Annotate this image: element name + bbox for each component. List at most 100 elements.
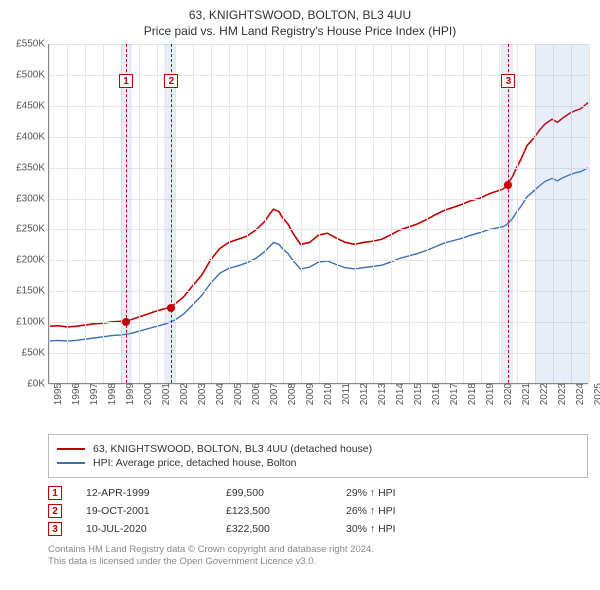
y-tick-label: £100K bbox=[16, 317, 49, 328]
sales-row: 2 19-OCT-2001£123,50026% ↑ HPI bbox=[48, 504, 588, 518]
sales-delta: 29% ↑ HPI bbox=[346, 487, 466, 499]
gridline-v bbox=[355, 44, 356, 383]
y-tick-label: £350K bbox=[16, 162, 49, 173]
gridline-v bbox=[193, 44, 194, 383]
gridline-v bbox=[103, 44, 104, 383]
x-tick-label: 2002 bbox=[175, 383, 190, 405]
sales-row-marker: 1 bbox=[48, 486, 62, 500]
x-tick-label: 2017 bbox=[445, 383, 460, 405]
x-tick-label: 2020 bbox=[499, 383, 514, 405]
gridline-v bbox=[373, 44, 374, 383]
sales-date: 19-OCT-2001 bbox=[86, 505, 226, 517]
x-tick-label: 2009 bbox=[301, 383, 316, 405]
y-tick-label: £500K bbox=[16, 69, 49, 80]
x-tick-label: 1999 bbox=[121, 383, 136, 405]
gridline-v bbox=[157, 44, 158, 383]
x-tick-label: 2015 bbox=[409, 383, 424, 405]
legend-label: 63, KNIGHTSWOOD, BOLTON, BL3 4UU (detach… bbox=[93, 443, 372, 455]
gridline-v bbox=[265, 44, 266, 383]
shaded-band bbox=[164, 44, 175, 383]
sales-price: £322,500 bbox=[226, 523, 346, 535]
x-tick-label: 2012 bbox=[355, 383, 370, 405]
gridline-v bbox=[67, 44, 68, 383]
sales-date: 10-JUL-2020 bbox=[86, 523, 226, 535]
x-tick-label: 2016 bbox=[427, 383, 442, 405]
x-tick-label: 2000 bbox=[139, 383, 154, 405]
x-tick-label: 2013 bbox=[373, 383, 388, 405]
legend-swatch bbox=[57, 462, 85, 464]
shaded-band bbox=[535, 44, 589, 383]
x-tick-label: 2003 bbox=[193, 383, 208, 405]
sale-point bbox=[122, 318, 130, 326]
footnote-line2: This data is licensed under the Open Gov… bbox=[48, 556, 588, 568]
gridline-v bbox=[319, 44, 320, 383]
gridline-v bbox=[211, 44, 212, 383]
y-tick-label: £550K bbox=[16, 39, 49, 50]
y-tick-label: £200K bbox=[16, 255, 49, 266]
y-tick-label: £450K bbox=[16, 100, 49, 111]
sales-date: 12-APR-1999 bbox=[86, 487, 226, 499]
gridline-v bbox=[409, 44, 410, 383]
x-tick-label: 2007 bbox=[265, 383, 280, 405]
x-tick-label: 2023 bbox=[553, 383, 568, 405]
sale-marker-line bbox=[126, 44, 127, 383]
gridline-v bbox=[139, 44, 140, 383]
footnote: Contains HM Land Registry data © Crown c… bbox=[48, 544, 588, 569]
x-tick-label: 2006 bbox=[247, 383, 262, 405]
sale-marker-box: 1 bbox=[119, 74, 133, 88]
sales-row-marker: 3 bbox=[48, 522, 62, 536]
gridline-v bbox=[85, 44, 86, 383]
gridline-v bbox=[463, 44, 464, 383]
sales-row-marker: 2 bbox=[48, 504, 62, 518]
legend-row: HPI: Average price, detached house, Bolt… bbox=[57, 457, 579, 469]
x-tick-label: 2021 bbox=[517, 383, 532, 405]
gridline-v bbox=[481, 44, 482, 383]
x-tick-label: 2014 bbox=[391, 383, 406, 405]
gridline-v bbox=[283, 44, 284, 383]
x-tick-label: 2018 bbox=[463, 383, 478, 405]
y-tick-label: £50K bbox=[22, 348, 49, 359]
title-line2: Price paid vs. HM Land Registry's House … bbox=[0, 24, 600, 38]
sale-point bbox=[167, 304, 175, 312]
y-tick-label: £300K bbox=[16, 193, 49, 204]
gridline-v bbox=[247, 44, 248, 383]
x-tick-label: 1996 bbox=[67, 383, 82, 405]
y-tick-label: £150K bbox=[16, 286, 49, 297]
legend-label: HPI: Average price, detached house, Bolt… bbox=[93, 457, 297, 469]
x-tick-label: 2025 bbox=[589, 383, 600, 405]
gridline-v bbox=[517, 44, 518, 383]
sales-delta: 26% ↑ HPI bbox=[346, 505, 466, 517]
gridline-v bbox=[589, 44, 590, 383]
gridline-v bbox=[445, 44, 446, 383]
sales-row: 310-JUL-2020£322,50030% ↑ HPI bbox=[48, 522, 588, 536]
gridline-v bbox=[175, 44, 176, 383]
x-tick-label: 2004 bbox=[211, 383, 226, 405]
sales-price: £123,500 bbox=[226, 505, 346, 517]
sales-price: £99,500 bbox=[226, 487, 346, 499]
plot-area: £0K£50K£100K£150K£200K£250K£300K£350K£40… bbox=[48, 44, 588, 384]
legend-row: 63, KNIGHTSWOOD, BOLTON, BL3 4UU (detach… bbox=[57, 443, 579, 455]
x-tick-label: 2019 bbox=[481, 383, 496, 405]
x-tick-label: 2022 bbox=[535, 383, 550, 405]
sale-marker-line bbox=[508, 44, 509, 383]
x-tick-label: 1995 bbox=[49, 383, 64, 405]
sales-table: 1 12-APR-1999£99,50029% ↑ HPI 2 19-OCT-2001… bbox=[48, 486, 588, 536]
sale-marker-line bbox=[171, 44, 172, 383]
x-tick-label: 2011 bbox=[337, 383, 352, 405]
sale-marker-box: 2 bbox=[164, 74, 178, 88]
gridline-v bbox=[337, 44, 338, 383]
plot-wrap: £0K£50K£100K£150K£200K£250K£300K£350K£40… bbox=[48, 44, 588, 384]
x-tick-label: 2024 bbox=[571, 383, 586, 405]
y-tick-label: £250K bbox=[16, 224, 49, 235]
gridline-v bbox=[301, 44, 302, 383]
shaded-band bbox=[501, 44, 514, 383]
chart-container: 63, KNIGHTSWOOD, BOLTON, BL3 4UU Price p… bbox=[0, 0, 600, 569]
gridline-v bbox=[229, 44, 230, 383]
x-tick-label: 2005 bbox=[229, 383, 244, 405]
x-tick-label: 2008 bbox=[283, 383, 298, 405]
y-tick-label: £400K bbox=[16, 131, 49, 142]
legend-swatch bbox=[57, 448, 85, 450]
legend-box: 63, KNIGHTSWOOD, BOLTON, BL3 4UU (detach… bbox=[48, 434, 588, 478]
title-line1: 63, KNIGHTSWOOD, BOLTON, BL3 4UU bbox=[0, 8, 600, 22]
title-block: 63, KNIGHTSWOOD, BOLTON, BL3 4UU Price p… bbox=[0, 0, 600, 38]
